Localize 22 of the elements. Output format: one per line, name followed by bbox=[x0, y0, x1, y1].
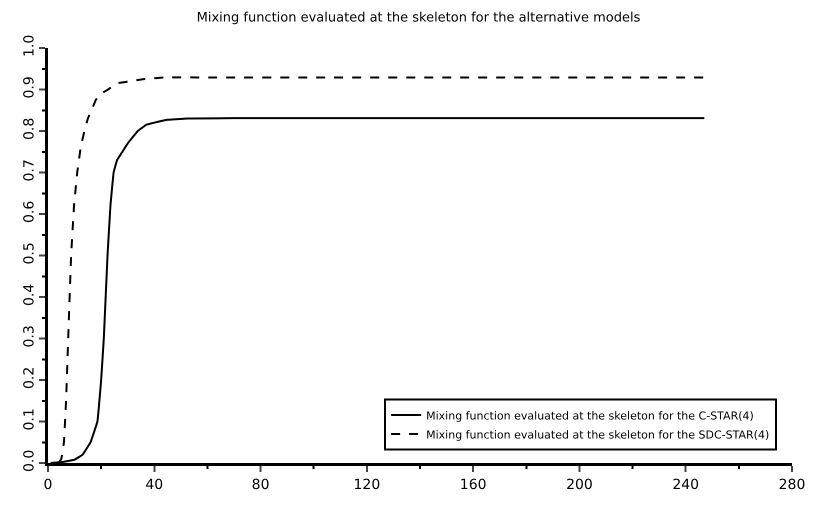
y-tick-label: 0.2 bbox=[21, 366, 38, 390]
y-tick-label: 0.8 bbox=[21, 118, 38, 140]
x-tick-label: 200 bbox=[566, 476, 593, 493]
legend-label: Mixing function evaluated at the skeleton for the C-STAR(4) bbox=[426, 409, 754, 422]
x-tick-label: 280 bbox=[778, 476, 806, 493]
legend-label: Mixing function evaluated at the skeleton for the SDC-STAR(4) bbox=[426, 428, 770, 442]
chart-title: Mixing function evaluated at the skeleton for the alternative models bbox=[196, 10, 641, 26]
y-tick-label: 0.3 bbox=[21, 325, 38, 348]
y-tick-label: 0.6 bbox=[21, 200, 38, 224]
x-tick-label: 0 bbox=[44, 476, 52, 493]
x-tick-label: 240 bbox=[672, 476, 700, 493]
y-tick-label: 1.0 bbox=[21, 34, 38, 58]
y-tick-label: 0.1 bbox=[21, 408, 38, 431]
x-tick-label: 80 bbox=[252, 476, 270, 493]
y-tick-label: 0.7 bbox=[21, 159, 38, 182]
y-tick-label: 0.0 bbox=[21, 450, 38, 472]
y-tick-label: 0.4 bbox=[21, 284, 38, 306]
x-tick-label: 120 bbox=[353, 476, 380, 493]
x-tick-label: 40 bbox=[145, 476, 164, 493]
y-tick-label: 0.9 bbox=[21, 76, 38, 99]
y-tick-label: 0.5 bbox=[21, 242, 38, 265]
x-tick-label: 160 bbox=[460, 476, 487, 493]
